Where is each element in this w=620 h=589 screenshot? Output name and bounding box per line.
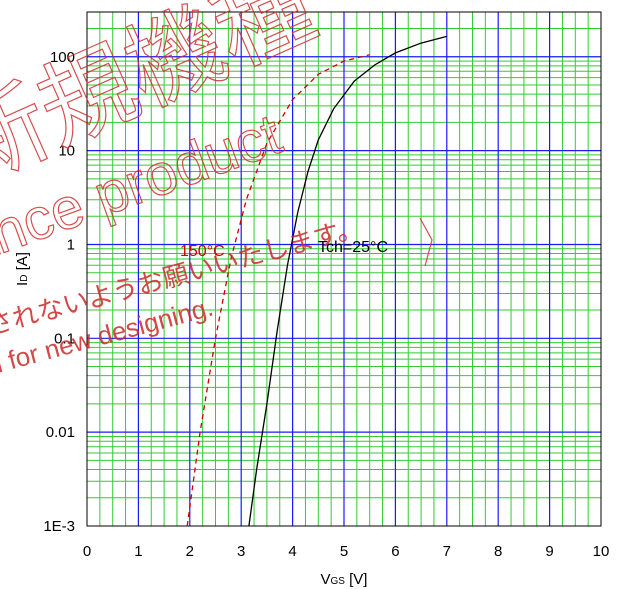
annotation-25c: Tch=25°C: [318, 239, 388, 256]
y-tick-label: 0.1: [54, 330, 75, 347]
tick-labels: 0 1 2 3 4 5 6 7 8 9 10 1E-3 0.01 0.1 1 10 100: [43, 49, 609, 560]
annotation-150c: 150°C: [180, 243, 225, 260]
x-tick-label: 0: [83, 543, 91, 560]
curves: [186, 35, 447, 527]
curve-150c: [186, 54, 370, 527]
x-tick-label: 7: [443, 543, 451, 560]
y-axis-label: ID [A]: [14, 252, 31, 286]
x-tick-label: 4: [288, 543, 296, 560]
x-tick-label: 6: [391, 543, 399, 560]
axis-labels: VGS [V] ID [A]: [14, 252, 367, 588]
y-tick-label: 1E-3: [43, 518, 75, 535]
x-tick-label: 10: [593, 543, 610, 560]
x-tick-label: 8: [494, 543, 502, 560]
y-tick-label: 1: [67, 236, 75, 253]
x-tick-label: 2: [186, 543, 194, 560]
curve-25c: [248, 35, 447, 527]
y-tick-label: 0.01: [46, 424, 75, 441]
grid: [87, 12, 601, 526]
y-tick-label: 10: [58, 143, 75, 160]
x-tick-label: 5: [340, 543, 348, 560]
y-tick-label: 100: [50, 49, 75, 66]
x-axis-label: VGS [V]: [321, 571, 368, 588]
x-tick-label: 1: [134, 543, 142, 560]
x-tick-label: 3: [237, 543, 245, 560]
x-tick-label: 9: [545, 543, 553, 560]
plot-frame: [86, 11, 602, 527]
watermark-bracket: [419, 217, 433, 267]
annotations: 150°C Tch=25°C: [180, 239, 388, 260]
